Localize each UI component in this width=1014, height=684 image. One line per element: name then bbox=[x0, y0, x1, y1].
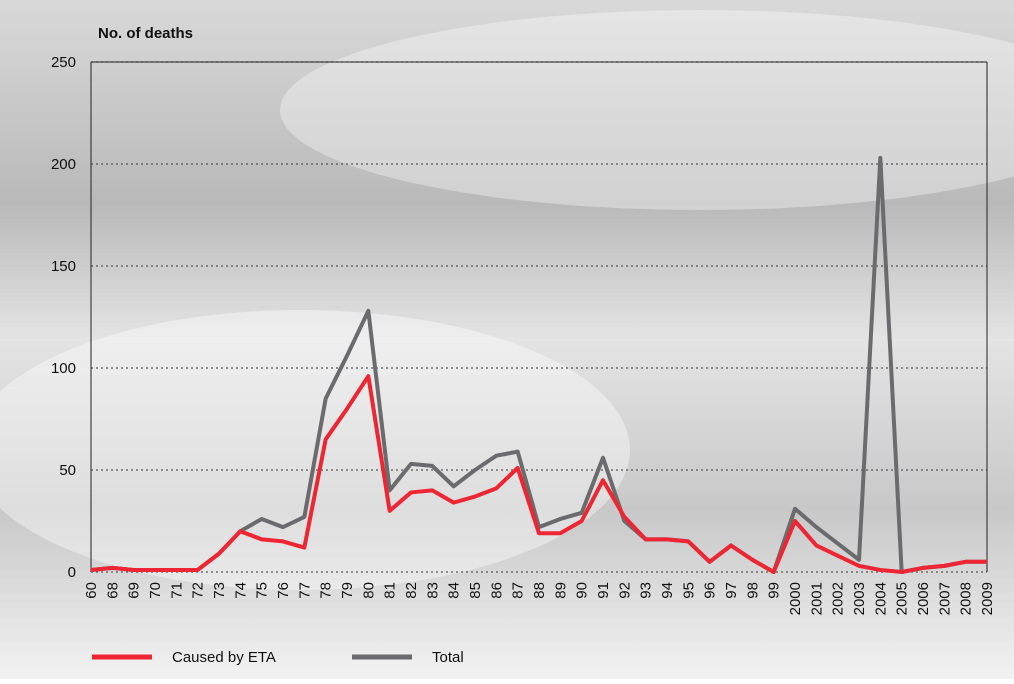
x-tick-label: 60 bbox=[83, 582, 100, 599]
x-tick-label: 99 bbox=[766, 582, 783, 599]
x-tick-label: 2002 bbox=[830, 582, 847, 615]
x-tick-label: 82 bbox=[403, 582, 420, 599]
x-tick-label: 2004 bbox=[872, 582, 889, 615]
legend-label: Caused by ETA bbox=[172, 649, 276, 666]
x-tick-label: 84 bbox=[446, 582, 463, 599]
y-tick-label: 200 bbox=[51, 156, 76, 173]
x-tick-label: 75 bbox=[254, 582, 271, 599]
x-tick-label: 2007 bbox=[936, 582, 953, 615]
legend-label: Total bbox=[432, 649, 464, 666]
x-tick-label: 69 bbox=[126, 582, 143, 599]
x-tick-label: 76 bbox=[275, 582, 292, 599]
y-tick-label: 100 bbox=[51, 360, 76, 377]
x-tick-label: 80 bbox=[360, 582, 377, 599]
x-tick-label: 71 bbox=[168, 582, 185, 599]
x-tick-label: 2000 bbox=[787, 582, 804, 615]
y-tick-label: 150 bbox=[51, 258, 76, 275]
x-tick-label: 85 bbox=[467, 582, 484, 599]
y-tick-label: 50 bbox=[59, 462, 76, 479]
x-tick-label: 2003 bbox=[851, 582, 868, 615]
x-tick-label: 83 bbox=[424, 582, 441, 599]
x-tick-label: 88 bbox=[531, 582, 548, 599]
x-tick-label: 90 bbox=[574, 582, 591, 599]
x-tick-label: 86 bbox=[488, 582, 505, 599]
x-tick-label: 72 bbox=[190, 582, 207, 599]
x-tick-label: 81 bbox=[382, 582, 399, 599]
y-axis-title: No. of deaths bbox=[98, 25, 193, 42]
x-tick-label: 87 bbox=[510, 582, 527, 599]
x-tick-label: 2001 bbox=[808, 582, 825, 615]
x-tick-label: 98 bbox=[744, 582, 761, 599]
background-shape bbox=[280, 10, 1014, 210]
x-tick-label: 79 bbox=[339, 582, 356, 599]
x-tick-label: 92 bbox=[616, 582, 633, 599]
series-line bbox=[90, 374, 987, 574]
y-tick-label: 250 bbox=[51, 54, 76, 71]
x-tick-label: 2008 bbox=[958, 582, 975, 615]
x-tick-label: 2009 bbox=[979, 582, 996, 615]
x-tick-label: 97 bbox=[723, 582, 740, 599]
x-tick-label: 70 bbox=[147, 582, 164, 599]
x-tick-label: 91 bbox=[595, 582, 612, 599]
x-tick-label: 74 bbox=[232, 582, 249, 599]
x-tick-label: 96 bbox=[702, 582, 719, 599]
x-tick-label: 94 bbox=[659, 582, 676, 599]
y-tick-label: 0 bbox=[68, 564, 76, 581]
x-tick-label: 95 bbox=[680, 582, 697, 599]
x-tick-label: 93 bbox=[638, 582, 655, 599]
x-tick-label: 2005 bbox=[894, 582, 911, 615]
x-tick-label: 2006 bbox=[915, 582, 932, 615]
x-tick-label: 89 bbox=[552, 582, 569, 599]
x-tick-label: 78 bbox=[318, 582, 335, 599]
x-tick-label: 68 bbox=[104, 582, 121, 599]
x-tick-label: 77 bbox=[296, 582, 313, 599]
x-tick-label: 73 bbox=[211, 582, 228, 599]
